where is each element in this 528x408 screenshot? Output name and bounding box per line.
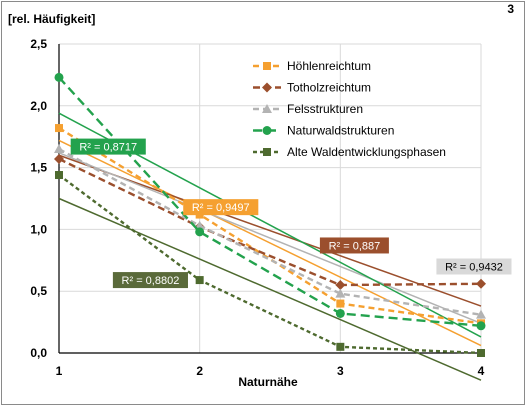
data-point-square <box>263 62 271 70</box>
data-point-square <box>336 299 345 308</box>
data-point-triangle <box>262 104 272 113</box>
data-point-diamond <box>476 278 486 289</box>
series-line <box>58 148 482 316</box>
data-point-circle <box>335 308 345 318</box>
data-point-triangle <box>335 288 346 298</box>
legend-entry: Höhlenreichtum <box>287 59 371 73</box>
data-point-triangle <box>476 309 486 319</box>
y-axis-label: [rel. Häufigkeit] <box>8 12 95 26</box>
series-line <box>58 157 482 287</box>
r-squared-labels: R² = 0,9497 R² = 0,887 R² = 0,9432 R² = 0,8… <box>70 138 512 289</box>
x-axis-label: Naturnähe <box>238 375 298 389</box>
r2-label: R² = 0,9432 <box>445 261 503 273</box>
y-tick-label: 0,0 <box>30 346 47 360</box>
gridlines <box>58 43 482 354</box>
series-line <box>58 174 482 355</box>
r2-label-box <box>319 237 389 254</box>
data-point-diamond <box>54 153 64 164</box>
data-point-square <box>263 148 271 156</box>
r2-label: R² = 0,8717 <box>79 142 137 154</box>
x-tick-label: 4 <box>478 364 485 378</box>
trendline <box>58 154 482 307</box>
data-point-circle <box>476 321 486 331</box>
y-tick-label: 1,0 <box>30 222 47 236</box>
panel-number: 3 <box>507 2 514 16</box>
legend-entry: Totholzreichtum <box>287 81 371 95</box>
data-point-square <box>336 342 345 351</box>
r2-label-box <box>436 258 512 275</box>
data-point-square <box>477 349 485 357</box>
y-tick-label: 1,5 <box>30 161 47 175</box>
r2-label: R² = 0,9497 <box>192 202 250 214</box>
legend-entry: Alte Waldentwicklungsphasen <box>287 145 446 159</box>
data-point-square <box>55 124 63 133</box>
y-tick-label: 2,0 <box>30 99 47 113</box>
data-point-circle <box>262 126 272 135</box>
x-tick-label: 3 <box>337 364 344 378</box>
y-tick-label: 2,5 <box>30 37 47 51</box>
series-line <box>58 127 482 325</box>
data-point-diamond <box>335 280 346 291</box>
r2-label: R² = 0,887 <box>329 240 381 252</box>
x-tick-label: 2 <box>196 364 203 378</box>
trendline <box>58 139 482 347</box>
r2-label-box <box>112 272 188 289</box>
data-point-circle <box>54 72 64 82</box>
data-point-diamond <box>262 82 272 93</box>
x-tick-label: 1 <box>56 364 63 378</box>
data-point-square <box>55 171 63 180</box>
data-point-circle <box>195 227 205 237</box>
trendline <box>58 152 482 325</box>
y-tick-label: 0,5 <box>30 284 47 298</box>
legend-entry: Felsstrukturen <box>287 102 363 116</box>
legend: Höhlenreichtum Totholzreichtum Felsstruktu… <box>253 59 446 159</box>
r2-label-box <box>70 138 146 155</box>
series-line <box>58 76 482 328</box>
r2-label-box <box>183 199 259 216</box>
legend-entry: Naturwaldstrukturen <box>287 124 394 138</box>
data-point-square <box>195 276 204 285</box>
r2-label: R² = 0,8802 <box>122 275 180 287</box>
data-series <box>54 72 486 357</box>
data-point-triangle <box>54 144 64 154</box>
